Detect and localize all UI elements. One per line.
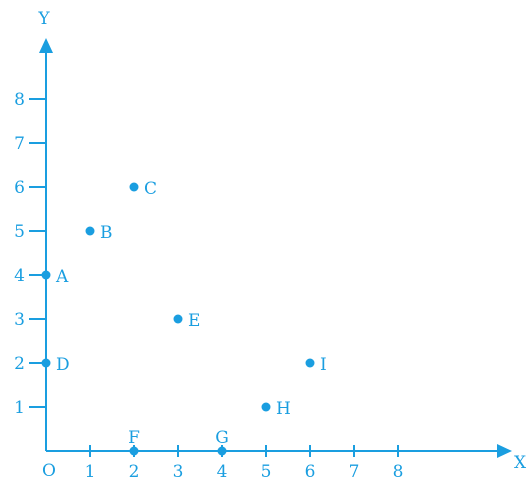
x-axis-label: X [514,453,527,473]
y-axis-label: Y [37,9,50,29]
y-tick-label: 6 [14,178,25,198]
y-tick-label: 5 [14,222,25,242]
y-tick-label: 4 [14,266,25,286]
x-tick-label: 7 [349,462,360,482]
point-label-d: D [56,355,70,375]
point-e [173,314,183,324]
point-b [85,226,95,236]
point-d [41,358,51,368]
y-tick-label: 3 [14,310,25,330]
point-label-f: F [128,428,140,448]
point-h [261,402,271,412]
y-tick-label: 8 [14,90,25,110]
point-label-e: E [188,311,200,331]
y-tick-label: 1 [14,398,25,418]
point-label-h: H [276,399,291,419]
x-tick-label: 2 [129,462,140,482]
x-tick-label: 4 [217,462,228,482]
x-tick-label: 8 [393,462,404,482]
x-tick-label: 5 [261,462,272,482]
x-tick-label: 1 [85,462,96,482]
x-tick-label: 3 [173,462,184,482]
point-a [41,270,51,280]
axes: X Y O [37,9,527,481]
point-label-c: C [144,179,157,199]
origin-label: O [42,461,56,481]
point-label-a: A [55,267,69,287]
y-axis-arrowhead [39,38,53,53]
y-tick-label: 7 [14,134,25,154]
point-i [305,358,315,368]
point-f [129,446,139,456]
y-tick-label: 2 [14,354,25,374]
point-c [129,182,139,192]
point-g [217,446,227,456]
point-label-i: I [320,355,327,375]
point-label-g: G [215,428,229,448]
x-axis-arrowhead [497,444,512,458]
ticks: 1 2 3 4 5 6 7 8 1 2 3 4 5 6 7 8 [14,90,403,482]
point-label-b: B [100,223,113,243]
points: A B C D E F G H I [41,179,327,456]
x-tick-label: 6 [305,462,316,482]
